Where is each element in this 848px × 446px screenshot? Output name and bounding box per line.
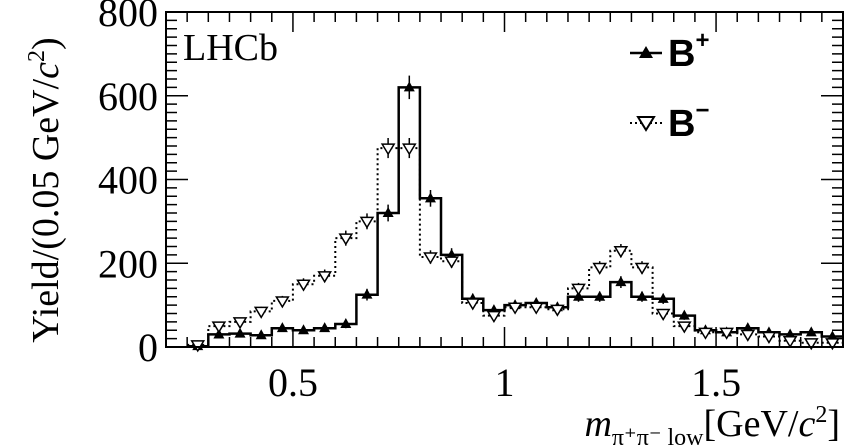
data-point xyxy=(380,143,396,156)
data-point xyxy=(742,322,754,333)
data-point xyxy=(805,326,817,337)
data-point xyxy=(571,283,586,296)
data-point xyxy=(232,317,248,330)
data-point xyxy=(211,321,227,334)
data-point xyxy=(423,252,438,265)
series-layer xyxy=(187,75,843,353)
data-point xyxy=(275,296,290,309)
data-point xyxy=(444,256,459,269)
x-tick-label: 0.5 xyxy=(268,360,318,405)
data-point xyxy=(190,340,206,353)
data-point xyxy=(528,302,544,315)
data-point xyxy=(317,271,332,284)
data-point xyxy=(465,298,481,311)
data-point xyxy=(340,317,352,328)
x-axis-title: mπ⁺π⁻ low[GeV/c2] xyxy=(584,402,840,446)
data-point xyxy=(403,81,415,92)
axes-layer: 0 200 400 600 800 0.5 1 1.5 xyxy=(98,0,844,405)
experiment-label: LHCb xyxy=(183,27,278,69)
data-point xyxy=(361,288,373,299)
y-tick-label: 400 xyxy=(98,158,158,203)
legend-entry-b-minus: B− xyxy=(630,97,709,145)
legend-label-b-plus: B+ xyxy=(668,27,709,75)
y-tick-label: 600 xyxy=(98,74,158,119)
data-point xyxy=(592,262,608,275)
data-point xyxy=(359,216,375,229)
data-point xyxy=(784,328,796,339)
data-point xyxy=(740,329,756,342)
x-tick-label: 1 xyxy=(495,360,515,405)
data-point xyxy=(446,248,458,259)
legend: B+ B− xyxy=(630,27,709,145)
data-point xyxy=(253,306,269,319)
data-point xyxy=(698,327,713,340)
data-point xyxy=(234,327,246,338)
data-point xyxy=(276,322,288,333)
legend-marker-b-plus xyxy=(639,46,653,58)
step-line-b-minus xyxy=(187,147,843,346)
legend-entry-b-plus: B+ xyxy=(630,27,709,75)
data-point xyxy=(424,192,436,203)
data-point xyxy=(255,329,267,340)
data-point xyxy=(655,308,671,321)
data-point xyxy=(634,262,650,275)
data-point xyxy=(298,324,310,335)
data-point xyxy=(678,309,690,320)
data-point xyxy=(401,143,417,156)
data-point xyxy=(782,335,798,349)
legend-marker-b-minus xyxy=(636,116,656,132)
data-point xyxy=(319,322,331,333)
data-point xyxy=(761,331,777,344)
data-point xyxy=(382,207,394,217)
data-point xyxy=(296,279,311,292)
data-point xyxy=(613,245,629,259)
data-point xyxy=(338,233,354,246)
series-b-minus xyxy=(187,138,843,353)
y-tick-label: 800 xyxy=(98,0,158,35)
y-axis-title: Yield/(0.05 GeV/c2) xyxy=(24,37,67,342)
legend-label-b-minus: B− xyxy=(668,97,709,145)
y-tick-label: 0 xyxy=(138,325,158,370)
data-point xyxy=(550,304,565,317)
x-tick-label: 1.5 xyxy=(691,360,741,405)
data-point xyxy=(615,276,627,287)
data-point xyxy=(719,327,734,340)
data-point xyxy=(677,321,692,334)
data-point xyxy=(636,290,648,301)
data-point xyxy=(507,302,523,315)
data-point xyxy=(486,310,502,324)
data-point xyxy=(594,290,606,301)
data-point xyxy=(803,338,819,351)
data-point xyxy=(657,292,669,303)
y-tick-label: 200 xyxy=(98,241,158,286)
